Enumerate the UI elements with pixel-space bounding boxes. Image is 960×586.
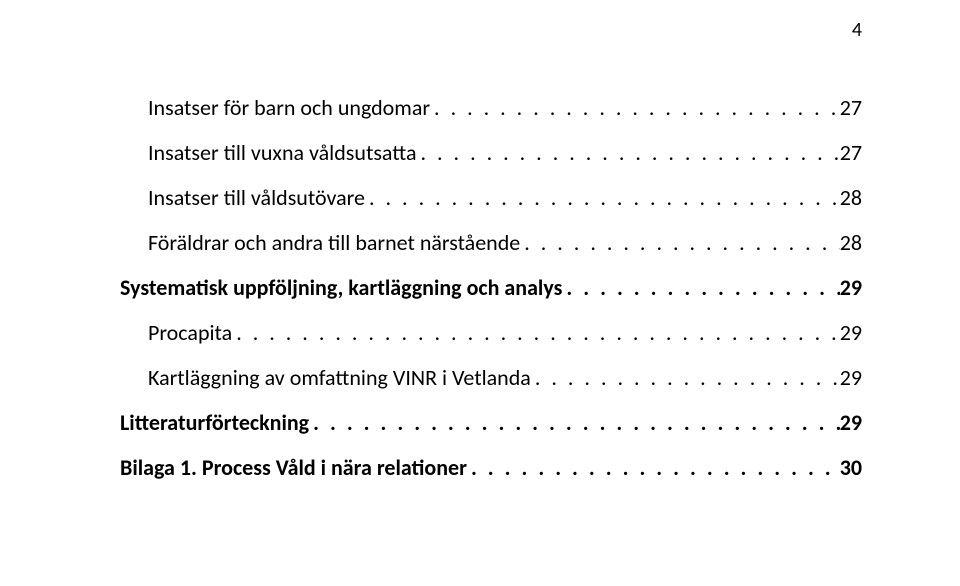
toc-leader: . . . . . . . . . . . . . . . . . . . . … [365,184,840,211]
toc-label: Bilaga 1. Process Våld i nära relationer [120,454,467,481]
toc-entry: Insatser till våldsutövare . . . . . . .… [148,184,862,211]
toc-page: 29 [840,409,862,436]
toc-label: Föräldrar och andra till barnet närståen… [148,229,520,256]
toc-page: 27 [840,139,862,166]
toc-leader: . . . . . . . . . . . . . . . . . . . . … [531,364,840,391]
table-of-contents: Insatser för barn och ungdomar . . . . .… [120,94,862,481]
toc-leader: . . . . . . . . . . . . . . . . . . . . … [520,229,839,256]
page-number: 4 [852,18,862,42]
toc-leader: . . . . . . . . . . . . . . . . . . . . … [232,319,840,346]
toc-entry: Systematisk uppföljning, kartläggning oc… [120,274,862,301]
toc-leader: . . . . . . . . . . . . . . . . . . . . … [416,139,839,166]
toc-entry: Insatser till vuxna våldsutsatta . . . .… [148,139,862,166]
toc-leader: . . . . . . . . . . . . . . . . . . . . … [309,409,840,436]
document-page: 4 Insatser för barn och ungdomar . . . .… [0,0,960,586]
toc-label: Systematisk uppföljning, kartläggning oc… [120,274,562,301]
toc-label: Litteraturförteckning [120,409,309,436]
toc-page: 29 [840,274,862,301]
toc-page: 30 [840,454,862,481]
toc-entry: Litteraturförteckning . . . . . . . . . … [120,409,862,436]
toc-label: Procapita [148,319,232,346]
toc-entry: Bilaga 1. Process Våld i nära relationer… [120,454,862,481]
toc-entry: Kartläggning av omfattning VINR i Vetlan… [148,364,862,391]
toc-page: 27 [840,94,862,121]
toc-page: 29 [840,319,862,346]
toc-label: Kartläggning av omfattning VINR i Vetlan… [148,364,531,391]
toc-entry: Procapita . . . . . . . . . . . . . . . … [148,319,862,346]
toc-label: Insatser till vuxna våldsutsatta [148,139,416,166]
toc-leader: . . . . . . . . . . . . . . . . . . . . … [562,274,839,301]
toc-entry: Föräldrar och andra till barnet närståen… [148,229,862,256]
toc-page: 28 [840,184,862,211]
toc-page: 28 [840,229,862,256]
toc-leader: . . . . . . . . . . . . . . . . . . . . … [430,94,840,121]
toc-page: 29 [840,364,862,391]
toc-label: Insatser för barn och ungdomar [148,94,430,121]
toc-leader: . . . . . . . . . . . . . . . . . . . . … [467,454,840,481]
toc-label: Insatser till våldsutövare [148,184,365,211]
toc-entry: Insatser för barn och ungdomar . . . . .… [148,94,862,121]
